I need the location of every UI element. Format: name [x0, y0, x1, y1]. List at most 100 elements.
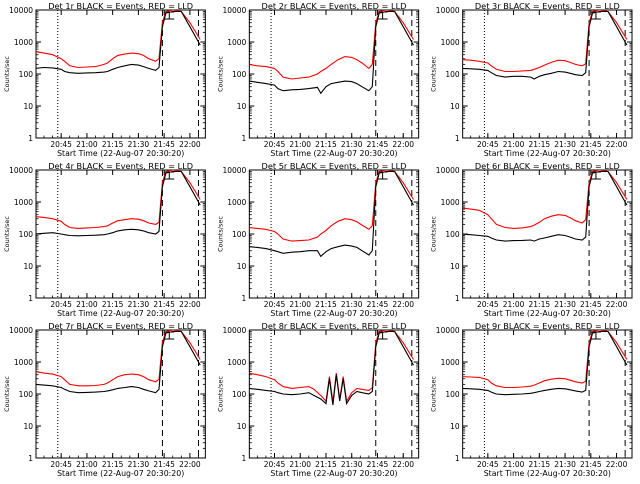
panel-5: Det 5r BLACK = Events, RED = LLD 1 10 100 10… [216, 161, 420, 318]
x-tick-label: 20:45 [264, 300, 286, 309]
x-tick-label: 21:45 [367, 460, 389, 469]
y-tick-label: 100 [19, 230, 34, 239]
y-tick-label: 1000 [227, 358, 246, 367]
y-axis-label: Counts/sec [216, 376, 224, 412]
series-line-events [36, 330, 201, 394]
x-tick-label: 22:00 [179, 460, 201, 469]
plot-frame [248, 9, 420, 139]
x-tick-label: 22:00 [392, 140, 414, 149]
x-tick-label: 21:45 [153, 140, 175, 149]
series-line-lld [462, 330, 628, 389]
series-group [249, 170, 414, 258]
x-tick-label: 22:00 [179, 300, 201, 309]
y-tick-label: 1000 [14, 198, 33, 207]
x-tick-label: 20:45 [50, 460, 72, 469]
series-group [36, 10, 201, 74]
series-line-events [249, 330, 414, 406]
y-tick-label: 1 [242, 134, 247, 143]
series-line-lld [249, 10, 414, 80]
x-tick-label: 20:45 [264, 460, 286, 469]
x-tick-label: 22:00 [392, 460, 414, 469]
x-tick-label: 21:30 [128, 460, 150, 469]
panel-title: Det 8r BLACK = Events, RED = LLD [262, 321, 407, 331]
series-line-lld [462, 10, 628, 73]
x-axis-label: Start Time (22-Aug-07 20:30:20) [484, 149, 611, 158]
x-tick-label: 21:45 [580, 460, 602, 469]
series-line-lld [462, 170, 628, 229]
x-tick-label: 21:15 [102, 300, 124, 309]
y-tick-label: 10 [450, 102, 460, 111]
y-tick-label: 10000 [9, 326, 33, 335]
y-tick-label: 1000 [441, 38, 460, 47]
y-tick-label: 10 [237, 422, 247, 431]
x-tick-label: 21:45 [153, 460, 175, 469]
x-tick-label: 21:15 [529, 300, 551, 309]
x-tick-label: 21:30 [128, 140, 150, 149]
y-tick-label: 10 [237, 262, 247, 271]
y-tick-label: 10000 [222, 6, 246, 15]
x-axis-label: Start Time (22-Aug-07 20:30:20) [270, 309, 397, 318]
y-tick-label: 10000 [436, 326, 460, 335]
y-axis-label: Counts/sec [430, 56, 438, 92]
series-line-events [36, 170, 201, 237]
y-tick-label: 1 [28, 454, 33, 463]
y-tick-label: 1000 [441, 358, 460, 367]
x-tick-label: 21:45 [580, 300, 602, 309]
y-axis-label: Counts/sec [216, 56, 224, 92]
y-tick-label: 10000 [222, 326, 246, 335]
x-tick-label: 21:00 [76, 140, 98, 149]
y-tick-label: 10000 [9, 166, 33, 175]
series-group [462, 10, 628, 80]
series-line-lld [36, 330, 201, 387]
x-tick-label: 20:45 [264, 140, 286, 149]
y-tick-label: 10 [237, 102, 247, 111]
x-tick-label: 21:30 [554, 460, 576, 469]
series-group [36, 330, 201, 394]
y-tick-label: 1000 [441, 198, 460, 207]
y-axis-label: Counts/sec [3, 216, 11, 252]
x-tick-label: 21:15 [529, 460, 551, 469]
x-tick-label: 21:30 [554, 140, 576, 149]
y-tick-label: 100 [232, 70, 247, 79]
panel-1: Det 1r BLACK = Events, RED = LLD 1 10 100 10… [3, 1, 206, 158]
panel-title: Det 1r BLACK = Events, RED = LLD [48, 1, 193, 11]
x-tick-label: 20:45 [477, 140, 499, 149]
x-tick-label: 22:00 [606, 460, 628, 469]
series-line-events [249, 10, 414, 95]
x-tick-label: 21:45 [153, 300, 175, 309]
x-axis-label: Start Time (22-Aug-07 20:30:20) [57, 309, 184, 318]
x-axis-label: Start Time (22-Aug-07 20:30:20) [484, 309, 611, 318]
series-line-events [36, 10, 201, 74]
x-axis-label: Start Time (22-Aug-07 20:30:20) [270, 149, 397, 158]
x-tick-label: 21:00 [289, 140, 311, 149]
x-tick-label: 21:00 [76, 300, 98, 309]
panel-3: Det 3r BLACK = Events, RED = LLD 1 10 100 10… [430, 1, 633, 158]
series-group [36, 170, 201, 237]
series-line-lld [249, 170, 414, 242]
panel-2: Det 2r BLACK = Events, RED = LLD 1 10 100 10… [216, 1, 420, 158]
panel-title: Det 4r BLACK = Events, RED = LLD [48, 161, 193, 171]
series-group [249, 330, 414, 406]
x-tick-label: 21:15 [529, 140, 551, 149]
plot-frame [462, 329, 633, 459]
panel-title: Det 3r BLACK = Events, RED = LLD [475, 1, 620, 11]
y-tick-label: 1 [242, 294, 247, 303]
y-tick-label: 1 [455, 454, 460, 463]
plot-frame [35, 329, 206, 459]
series-group [462, 330, 628, 396]
y-tick-label: 1 [28, 134, 33, 143]
series-group [462, 170, 628, 242]
panel-4: Det 4r BLACK = Events, RED = LLD 1 10 100 10… [3, 161, 206, 318]
y-tick-label: 1000 [227, 198, 246, 207]
y-tick-label: 1 [455, 294, 460, 303]
y-tick-label: 100 [445, 390, 460, 399]
y-tick-label: 100 [232, 230, 247, 239]
x-tick-label: 21:30 [341, 140, 363, 149]
x-tick-label: 21:30 [341, 460, 363, 469]
y-tick-label: 10 [23, 102, 33, 111]
y-axis-label: Counts/sec [3, 56, 11, 92]
series-group [249, 10, 414, 95]
series-line-lld [36, 10, 201, 69]
